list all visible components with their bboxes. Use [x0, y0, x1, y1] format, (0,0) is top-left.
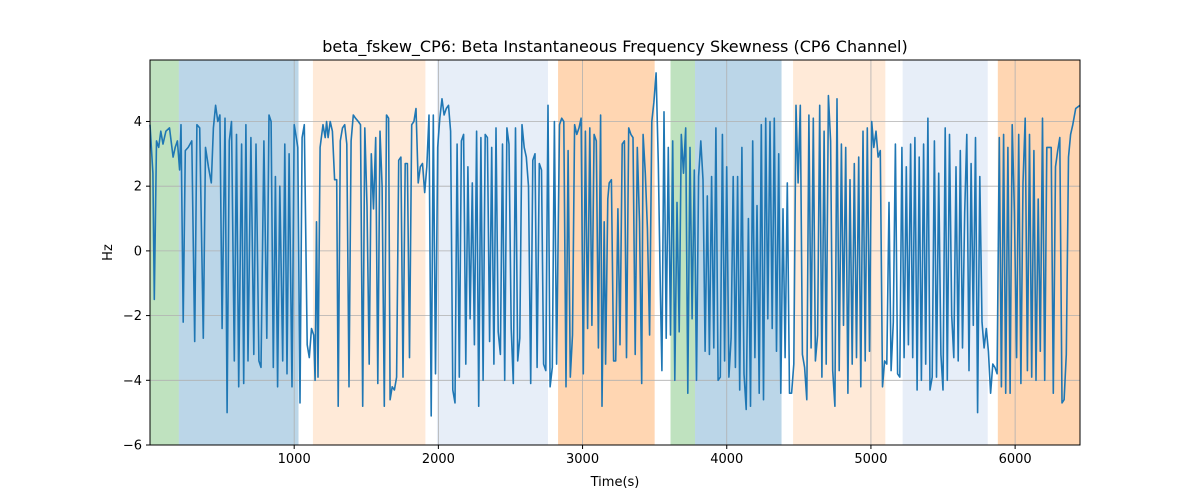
- y-tick-label: −2: [123, 309, 142, 324]
- x-tick-label: 5000: [854, 452, 887, 467]
- series-line-1: [149, 72, 1081, 417]
- chart-title: beta_fskew_CP6: Beta Instantaneous Frequ…: [322, 37, 907, 57]
- shaded-regions: [150, 60, 1080, 445]
- plot-frame: [149, 59, 1081, 446]
- y-tick-label: 0: [134, 244, 142, 259]
- y-tick-label: −6: [123, 439, 142, 454]
- x-tick-label: 1000: [278, 452, 311, 467]
- x-tick-label: 3000: [566, 452, 599, 467]
- x-tick-label: 4000: [710, 452, 743, 467]
- y-axis-title: Hz: [101, 244, 116, 261]
- x-axis-title: Time(s): [590, 475, 640, 490]
- y-tick-label: 2: [134, 180, 142, 195]
- shaded-region-3: [312, 60, 426, 445]
- y-tick-label: −4: [123, 374, 142, 389]
- y-tick-label: 4: [134, 115, 142, 130]
- series-layer: [149, 72, 1081, 417]
- y-axis: −6 −4 −2 0 2 4: [123, 115, 150, 454]
- x-tick-label: 2000: [422, 452, 455, 467]
- x-axis: 1000 2000 3000 4000 5000 6000: [278, 445, 1032, 467]
- x-tick-label: 6000: [999, 452, 1032, 467]
